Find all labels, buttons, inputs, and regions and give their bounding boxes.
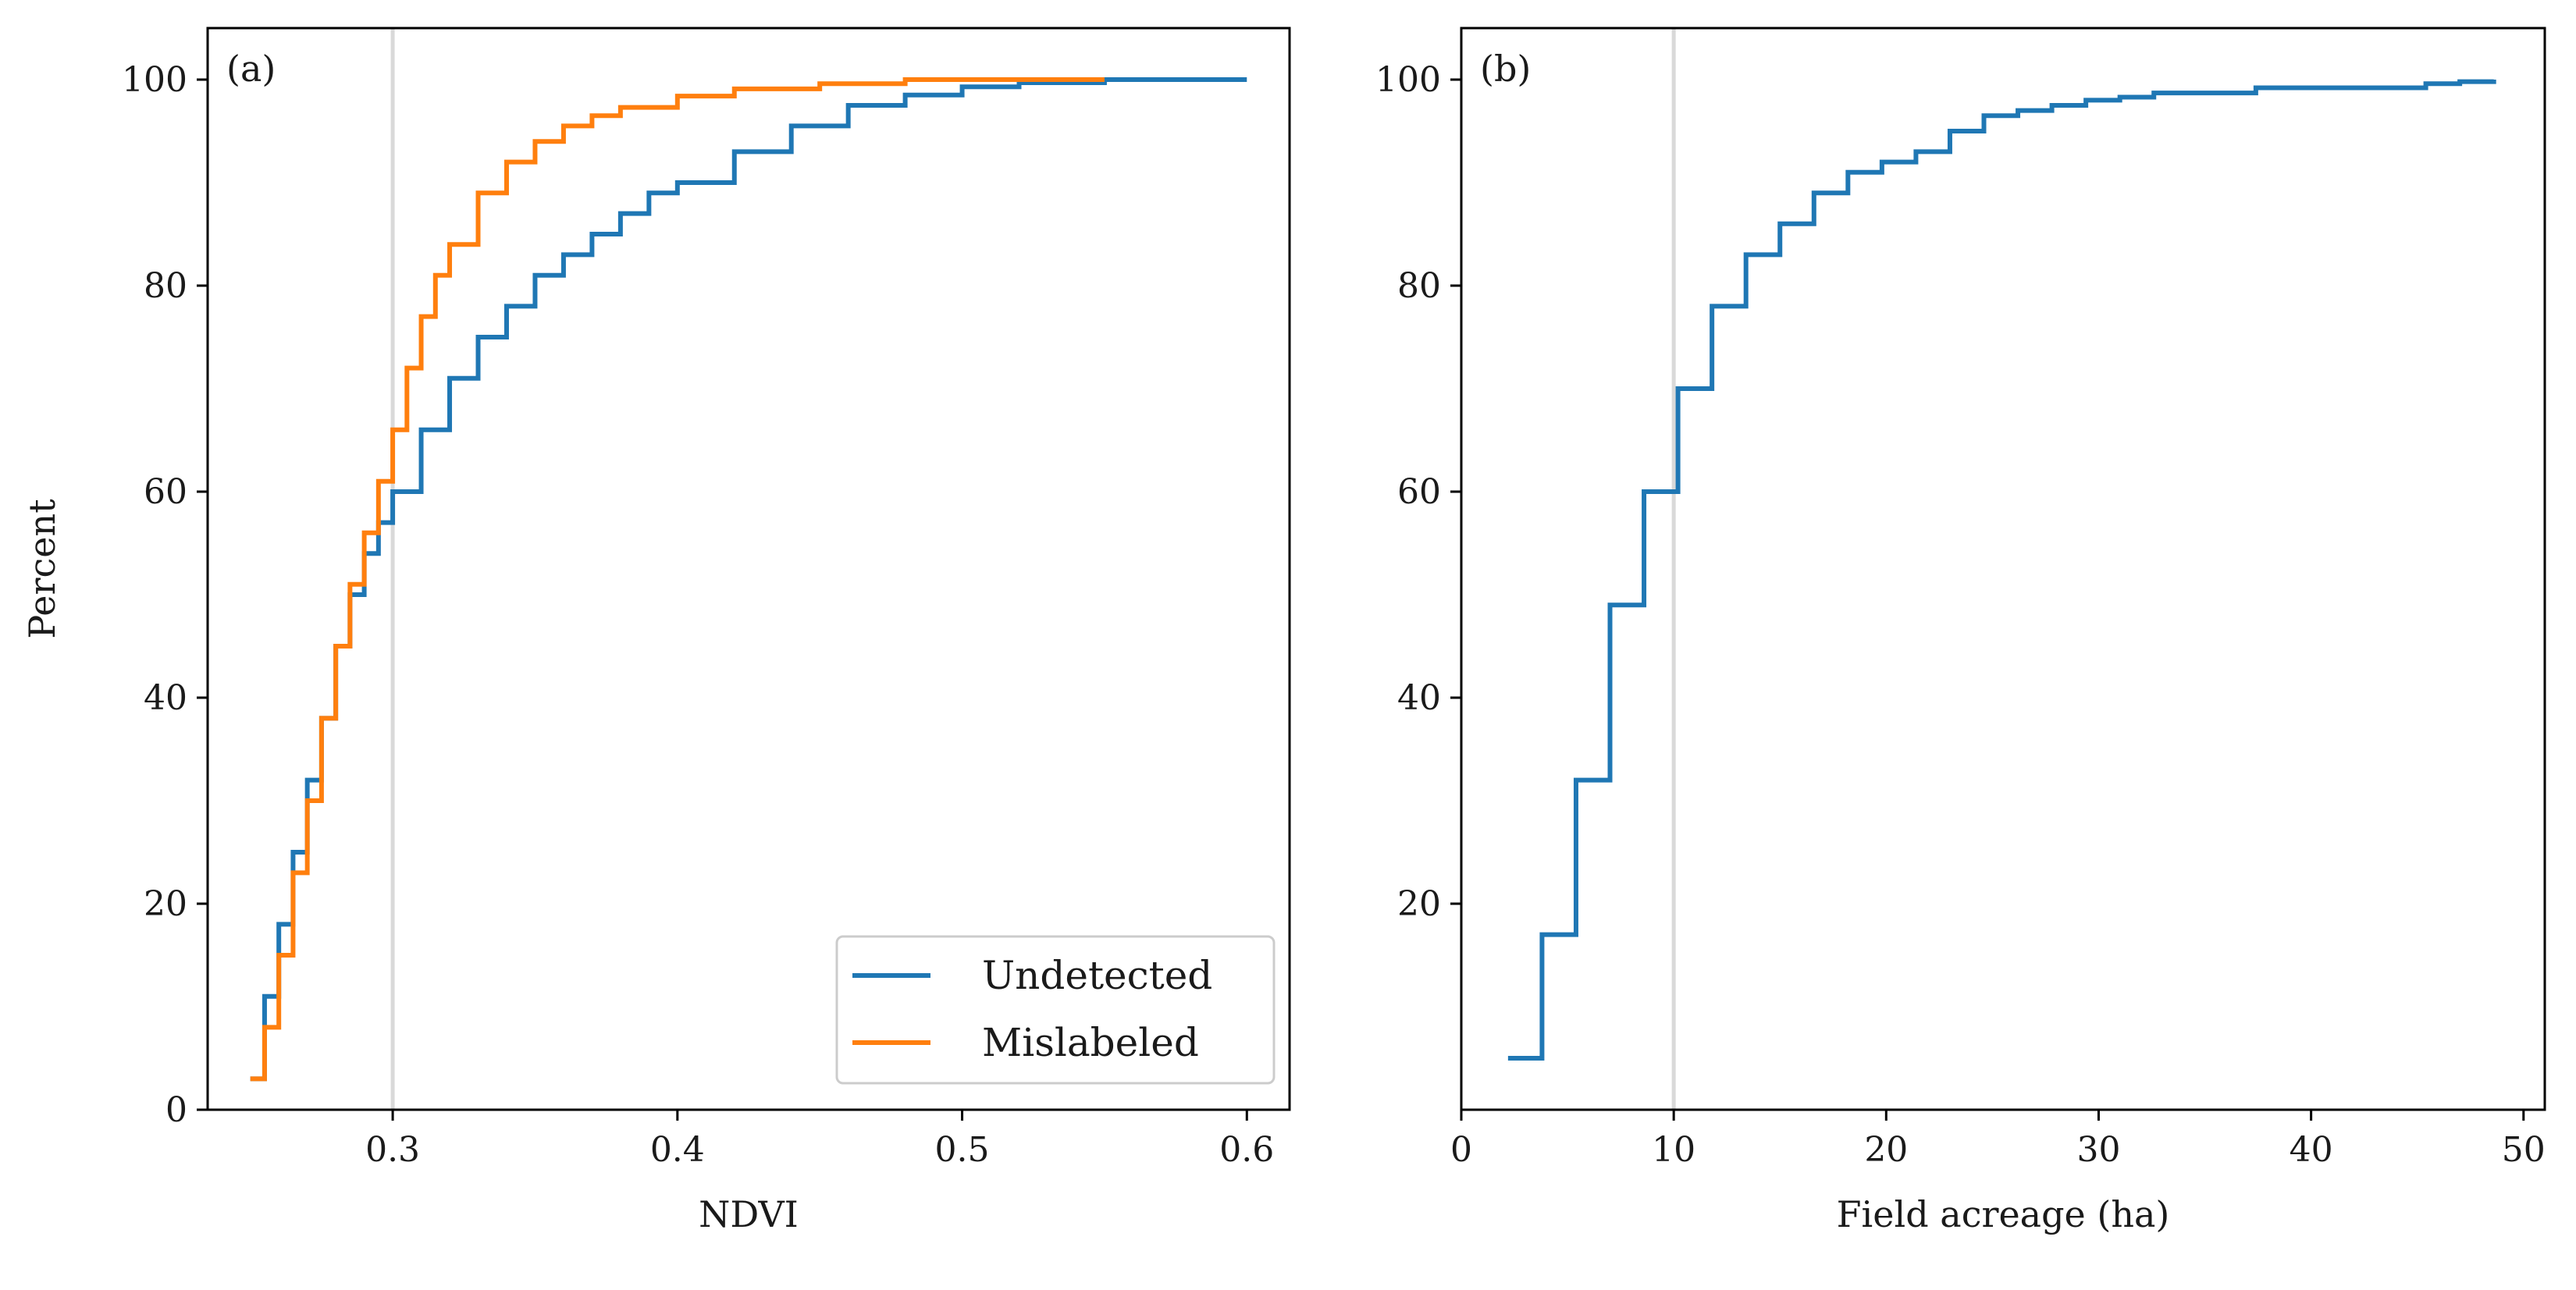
x-tick-label: 0.6 — [1219, 1130, 1274, 1170]
y-tick-label: 60 — [1397, 472, 1441, 512]
x-tick-label: 0.4 — [650, 1130, 705, 1170]
y-tick-label: 60 — [144, 472, 187, 512]
series-line-undetected — [250, 77, 1247, 1082]
x-tick-label: 20 — [1864, 1130, 1908, 1170]
x-tick-label: 0.3 — [365, 1130, 420, 1170]
legend-label-undetected: Undetected — [982, 953, 1212, 998]
panel-a-frame — [206, 27, 1291, 1111]
panel-a-ticks: 0.3 0.4 0.5 0.6 0 20 40 60 80 100 — [122, 60, 1274, 1170]
y-tick-label: 100 — [122, 60, 187, 100]
y-tick-label: 100 — [1375, 60, 1441, 100]
panel-a: 0.3 0.4 0.5 0.6 0 20 40 60 80 100 (a) NDVI Percen… — [21, 27, 1291, 1235]
panel-b-label: (b) — [1480, 48, 1531, 90]
x-tick-label: 30 — [2076, 1130, 2120, 1170]
panel-b-x-axis-label: Field acreage (ha) — [1837, 1193, 2170, 1235]
panel-a-plot-area — [250, 28, 1247, 1110]
series-line — [1507, 79, 2496, 1061]
y-tick-label: 80 — [1397, 266, 1441, 306]
legend-box — [835, 935, 1276, 1085]
legend-label-mislabeled: Mislabeled — [982, 1020, 1199, 1065]
panel-b-plot-area — [1507, 28, 2496, 1110]
y-tick-label: 80 — [144, 266, 187, 306]
panel-b: 0 10 20 30 40 50 20 40 60 80 100 (b) Field acreage… — [1375, 27, 2546, 1235]
panel-a-y-axis-label: Percent — [21, 499, 63, 639]
panel-b-ticks: 0 10 20 30 40 50 20 40 60 80 100 — [1375, 60, 2546, 1170]
y-tick-label: 20 — [144, 884, 187, 924]
x-tick-label: 50 — [2502, 1130, 2546, 1170]
x-tick-label: 40 — [2290, 1130, 2333, 1170]
panel-b-frame — [1460, 27, 2546, 1111]
y-tick-label: 20 — [1397, 884, 1441, 924]
y-tick-label: 40 — [144, 678, 187, 718]
panel-a-legend: Undetected Mislabeled — [835, 935, 1276, 1085]
y-tick-label: 40 — [1397, 678, 1441, 718]
panel-a-x-axis-label: NDVI — [699, 1193, 799, 1235]
y-tick-label: 0 — [165, 1090, 187, 1130]
panel-a-label: (a) — [226, 48, 276, 90]
series-line-mislabeled — [250, 77, 1105, 1082]
x-tick-label: 0 — [1450, 1130, 1472, 1170]
x-tick-label: 0.5 — [935, 1130, 990, 1170]
x-tick-label: 10 — [1652, 1130, 1695, 1170]
